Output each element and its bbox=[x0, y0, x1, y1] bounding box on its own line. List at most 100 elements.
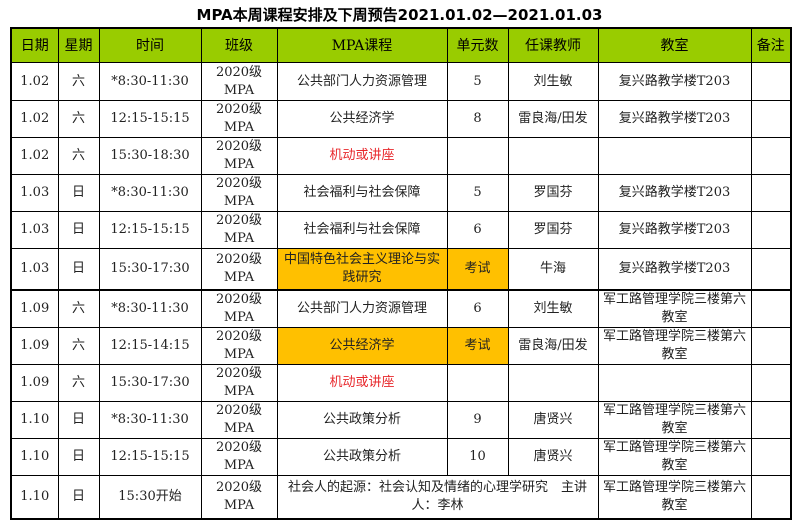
cell-time: *8:30-11:30 bbox=[98, 174, 202, 212]
header-time: 时间 bbox=[98, 27, 202, 63]
cell-time: *8:30-11:30 bbox=[98, 288, 202, 328]
cell-room: 复兴路教学楼T203 bbox=[597, 62, 752, 101]
table-row: 1.03 日 *8:30-11:30 2020级MPA 社会福利与社会保障 5 罗国芬 复兴路… bbox=[10, 174, 792, 212]
table-row: 1.10 日 12:15-15:15 2020级MPA 公共政策分析 10 唐贤兴 军工路管理… bbox=[10, 437, 792, 476]
cell-room: 军工路管理学院三楼第六教室 bbox=[597, 326, 752, 365]
cell-teacher: 唐贤兴 bbox=[507, 400, 599, 439]
table-row: 1.09 六 *8:30-11:30 2020级MPA 公共部门人力资源管理 6 刘生敏 军工… bbox=[10, 288, 792, 328]
cell-room: 复兴路教学楼T203 bbox=[597, 174, 752, 212]
cell-time: *8:30-11:30 bbox=[98, 62, 202, 101]
cell-date: 1.03 bbox=[10, 174, 59, 212]
cell-room: 复兴路教学楼T203 bbox=[597, 248, 752, 290]
cell-note bbox=[750, 400, 792, 439]
cell-course: 公共部门人力资源管理 bbox=[276, 288, 448, 328]
cell-weekday: 日 bbox=[57, 400, 100, 439]
cell-class: 2020级MPA bbox=[200, 211, 278, 249]
cell-weekday: 六 bbox=[57, 62, 100, 101]
cell-weekday: 六 bbox=[57, 100, 100, 138]
cell-room: 军工路管理学院三楼第六教室 bbox=[597, 288, 752, 328]
header-date: 日期 bbox=[10, 27, 59, 63]
cell-date: 1.02 bbox=[10, 137, 59, 175]
cell-course: 公共经济学 bbox=[276, 100, 448, 138]
cell-units: 考试 bbox=[446, 326, 509, 365]
cell-room: 军工路管理学院三楼第六教室 bbox=[597, 474, 752, 520]
cell-class: 2020级MPA bbox=[200, 100, 278, 138]
table-row: 1.10 日 15:30开始 2020级MPA 社会人的起源：社会认知及情绪的心理学研究… bbox=[10, 474, 792, 520]
cell-teacher: 雷良海/田发 bbox=[507, 100, 599, 138]
cell-date: 1.10 bbox=[10, 400, 59, 439]
table-row: 1.02 六 12:15-15:15 2020级MPA 公共经济学 8 雷良海/田发 复兴路教… bbox=[10, 100, 792, 138]
cell-note bbox=[750, 137, 792, 175]
cell-teacher bbox=[507, 137, 599, 175]
cell-course: 社会福利与社会保障 bbox=[276, 174, 448, 212]
cell-weekday: 六 bbox=[57, 326, 100, 365]
cell-teacher: 罗国芬 bbox=[507, 174, 599, 212]
cell-weekday: 六 bbox=[57, 288, 100, 328]
cell-class: 2020级MPA bbox=[200, 174, 278, 212]
cell-weekday: 日 bbox=[57, 211, 100, 249]
cell-course: 中国特色社会主义理论与实践研究 bbox=[276, 248, 448, 290]
table-row: 1.02 六 *8:30-11:30 2020级MPA 公共部门人力资源管理 5 刘生敏 复兴… bbox=[10, 62, 792, 101]
cell-class: 2020级MPA bbox=[200, 363, 278, 402]
cell-note bbox=[750, 474, 792, 520]
cell-time: 15:30-18:30 bbox=[98, 137, 202, 175]
cell-time: 15:30-17:30 bbox=[98, 363, 202, 402]
cell-units bbox=[446, 363, 509, 402]
cell-course: 公共经济学 bbox=[276, 326, 448, 365]
cell-note bbox=[750, 174, 792, 212]
cell-weekday: 日 bbox=[57, 174, 100, 212]
table-row: 1.09 六 12:15-14:15 2020级MPA 公共经济学 考试 雷良海/田发 军工路… bbox=[10, 326, 792, 365]
cell-weekday: 日 bbox=[57, 248, 100, 290]
cell-note bbox=[750, 248, 792, 290]
header-teacher: 任课教师 bbox=[507, 27, 599, 63]
cell-class: 2020级MPA bbox=[200, 288, 278, 328]
header-weekday: 星期 bbox=[57, 27, 100, 63]
cell-note bbox=[750, 288, 792, 328]
cell-course: 公共政策分析 bbox=[276, 400, 448, 439]
cell-class: 2020级MPA bbox=[200, 62, 278, 101]
header-units: 单元数 bbox=[446, 27, 509, 63]
cell-room: 复兴路教学楼T203 bbox=[597, 100, 752, 138]
cell-room bbox=[597, 137, 752, 175]
cell-course: 社会福利与社会保障 bbox=[276, 211, 448, 249]
cell-course: 公共部门人力资源管理 bbox=[276, 62, 448, 101]
cell-date: 1.09 bbox=[10, 288, 59, 328]
table-row: 1.09 六 15:30-17:30 2020级MPA 机动或讲座 bbox=[10, 363, 792, 402]
cell-time: 12:15-15:15 bbox=[98, 437, 202, 476]
cell-units: 9 bbox=[446, 400, 509, 439]
table-row: 1.10 日 *8:30-11:30 2020级MPA 公共政策分析 9 唐贤兴 军工路管理学… bbox=[10, 400, 792, 439]
cell-time: 15:30-17:30 bbox=[98, 248, 202, 290]
cell-note bbox=[750, 100, 792, 138]
cell-class: 2020级MPA bbox=[200, 326, 278, 365]
cell-note bbox=[750, 437, 792, 476]
cell-note bbox=[750, 326, 792, 365]
cell-teacher: 唐贤兴 bbox=[507, 437, 599, 476]
cell-time: 12:15-14:15 bbox=[98, 326, 202, 365]
cell-date: 1.10 bbox=[10, 437, 59, 476]
cell-course: 公共政策分析 bbox=[276, 437, 448, 476]
cell-teacher: 刘生敏 bbox=[507, 288, 599, 328]
cell-weekday: 日 bbox=[57, 474, 100, 520]
cell-date: 1.02 bbox=[10, 100, 59, 138]
cell-teacher: 刘生敏 bbox=[507, 62, 599, 101]
cell-course: 机动或讲座 bbox=[276, 363, 448, 402]
cell-room: 复兴路教学楼T203 bbox=[597, 211, 752, 249]
cell-note bbox=[750, 62, 792, 101]
header-note: 备注 bbox=[750, 27, 792, 63]
table-row: 1.03 日 12:15-15:15 2020级MPA 社会福利与社会保障 6 罗国芬 复兴路… bbox=[10, 211, 792, 249]
cell-course: 社会人的起源：社会认知及情绪的心理学研究 主讲人：李林 bbox=[276, 474, 599, 520]
cell-date: 1.03 bbox=[10, 211, 59, 249]
cell-course: 机动或讲座 bbox=[276, 137, 448, 175]
cell-room: 军工路管理学院三楼第六教室 bbox=[597, 437, 752, 476]
cell-date: 1.09 bbox=[10, 363, 59, 402]
cell-note bbox=[750, 363, 792, 402]
cell-units: 6 bbox=[446, 288, 509, 328]
header-course: MPA课程 bbox=[276, 27, 448, 63]
table-row: 1.03 日 15:30-17:30 2020级MPA 中国特色社会主义理论与实践研究考… bbox=[10, 248, 792, 290]
cell-teacher bbox=[507, 363, 599, 402]
cell-class: 2020级MPA bbox=[200, 437, 278, 476]
header-room: 教室 bbox=[597, 27, 752, 63]
schedule-table: 日期 星期 时间 班级 MPA课程 单元数 任课教师 教室 备注 1.02 六 *8:30-11:3… bbox=[10, 27, 792, 520]
cell-units: 6 bbox=[446, 211, 509, 249]
cell-weekday: 日 bbox=[57, 437, 100, 476]
